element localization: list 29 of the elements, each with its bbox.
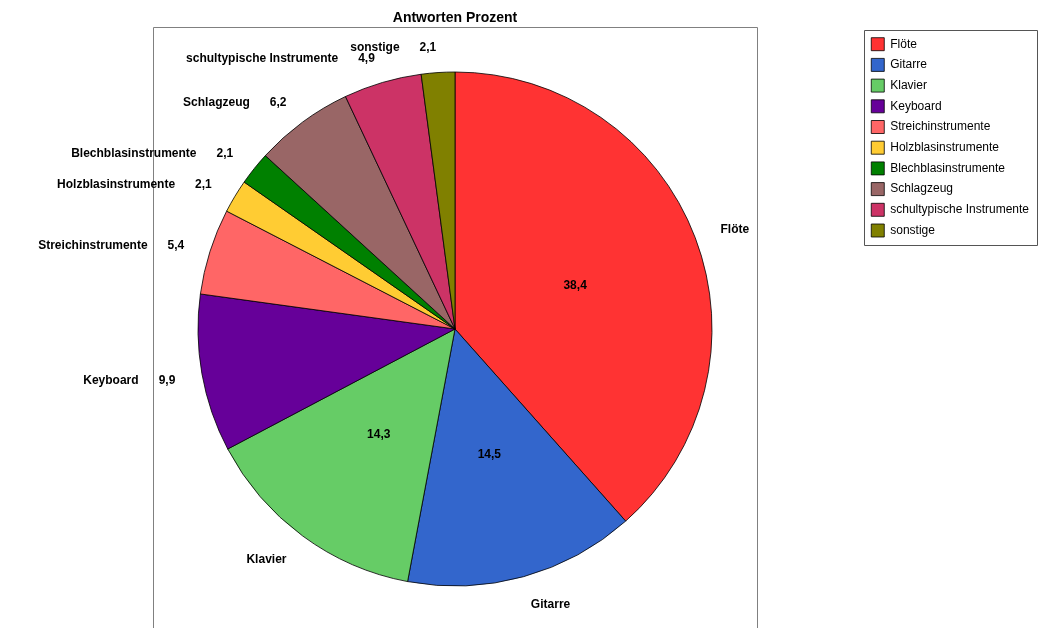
slice-label: schultypische Instrumente: [186, 50, 339, 65]
legend-label: Streichinstrumente: [890, 119, 991, 134]
category-label: Schlagzeug: [183, 94, 250, 109]
legend-label: Keyboard: [890, 98, 942, 113]
data-label: 5,4: [167, 237, 185, 252]
data-label: 2,1: [216, 145, 234, 160]
category-label: Holzblasinstrumente: [57, 176, 176, 191]
slice-label: Klavier: [246, 551, 287, 566]
slice-label: Gitarre: [530, 596, 571, 611]
chart-title: Antworten Prozent: [392, 8, 518, 25]
data-label: 14,5: [477, 447, 502, 462]
category-label: Blechblasinstrumente: [71, 145, 197, 160]
legend-label: Flöte: [890, 36, 918, 51]
data-label: 14,3: [367, 426, 391, 441]
legend-label: Blechblasinstrumente: [890, 160, 1006, 175]
category-label: Streichinstrumente: [38, 237, 148, 252]
slice-label: Flöte: [720, 222, 750, 237]
legend-label: sonstige: [890, 222, 936, 237]
data-label: 6,2: [269, 94, 287, 109]
legend-label: Schlagzeug: [890, 181, 953, 196]
data-label: 2,1: [195, 176, 213, 191]
category-label: Keyboard: [83, 372, 139, 387]
data-label: 2,1: [419, 39, 437, 54]
legend-label: Holzblasinstrumente: [890, 140, 1000, 155]
data-label: 38,4: [563, 277, 588, 292]
legend-label: Gitarre: [890, 57, 928, 72]
legend-label: Klavier: [890, 77, 927, 92]
data-label: 9,9: [158, 372, 176, 387]
legend-label: schultypische Instrumente: [890, 202, 1030, 217]
